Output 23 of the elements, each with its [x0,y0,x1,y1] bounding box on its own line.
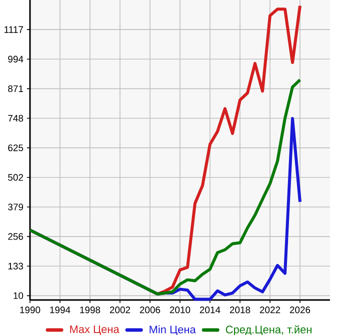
y-tick-label: 379 [8,204,24,210]
y-tick-label: 994 [8,56,24,62]
y-tick-label: 748 [8,114,24,122]
x-tick-label: 2022 [260,306,280,314]
y-tick-label: 256 [8,233,24,240]
x-tick-label: 1994 [50,306,70,314]
x-tick-label: 2014 [200,306,220,314]
x-tick-label: 1998 [80,306,100,314]
legend-label: Min Цена [150,325,196,335]
x-tick-label: 1990 [20,306,40,314]
x-tick-label: 2002 [110,306,130,314]
x-tick-label: 2018 [230,306,250,314]
y-tick-label: 871 [8,85,24,92]
legend-label: Max Цена [70,325,120,335]
x-tick-label: 2026 [290,306,310,314]
y-tick-label: 1117 [4,26,24,33]
line-series [28,78,302,296]
y-tick-label: 502 [8,174,24,181]
y-tick-label: 10 [14,292,24,300]
y-tick-label: 133 [8,262,24,270]
x-tick-label: 2010 [170,306,190,314]
x-tick-label: 2006 [140,306,160,314]
y-tick-label: 625 [8,144,24,152]
